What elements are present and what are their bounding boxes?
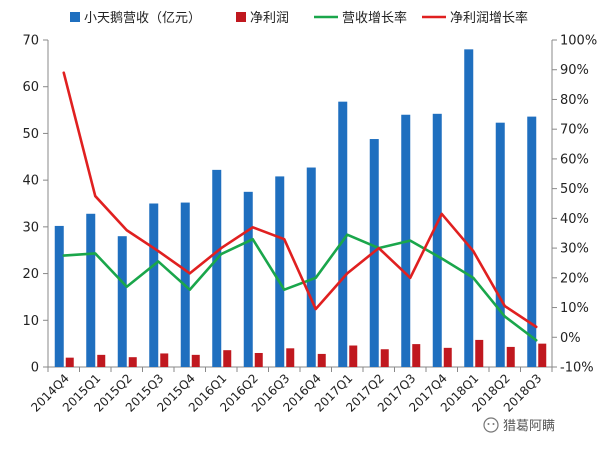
net-profit-bar <box>128 357 137 367</box>
revenue-bar <box>212 169 222 367</box>
wechat-icon-dot <box>487 423 490 425</box>
left-tick-label: 10 <box>22 314 39 329</box>
left-tick-label: 40 <box>22 174 39 189</box>
left-tick-label: 60 <box>22 80 39 95</box>
chart-legend: 小天鹅营收（亿元） 净利润 营收增长率 净利润增长率 <box>70 10 528 26</box>
revenue-bar <box>306 167 316 367</box>
bar-series <box>54 49 547 368</box>
legend-swatch <box>236 12 246 22</box>
watermark: 猎葛阿瞒 <box>483 417 555 434</box>
revenue-bar <box>149 203 159 367</box>
legend-label: 净利润 <box>250 11 289 26</box>
line-series <box>62 71 538 342</box>
revenue-bar <box>495 122 505 367</box>
right-tick-label: 10% <box>560 301 589 316</box>
legend-label: 净利润增长率 <box>450 10 528 26</box>
net-profit-bar <box>191 354 200 367</box>
net-profit-growth-line <box>62 71 538 329</box>
net-profit-bar <box>160 353 169 367</box>
legend-swatch <box>70 12 80 22</box>
right-tick-label: 20% <box>560 271 589 286</box>
left-tick-label: 50 <box>22 127 39 142</box>
revenue-bar <box>527 116 537 368</box>
right-tick-label: 0% <box>560 331 581 346</box>
net-profit-bar <box>538 343 547 367</box>
net-profit-bar <box>443 347 452 367</box>
left-tick-label: 30 <box>22 220 39 235</box>
net-profit-bar <box>223 350 232 367</box>
right-tick-label: 30% <box>560 242 589 257</box>
revenue-growth-line <box>62 233 538 342</box>
left-tick-label: 20 <box>22 267 39 282</box>
net-profit-bar <box>286 348 295 367</box>
revenue-bar <box>464 49 474 367</box>
revenue-bar <box>243 191 253 367</box>
revenue-bar <box>117 236 127 367</box>
left-tick-label: 70 <box>22 34 39 49</box>
right-tick-label: 50% <box>560 182 589 197</box>
right-tick-label: -10% <box>560 361 594 376</box>
revenue-bar <box>275 176 285 367</box>
net-profit-bar <box>380 349 389 367</box>
wechat-icon <box>483 417 499 433</box>
revenue-bar <box>338 101 348 368</box>
right-tick-label: 80% <box>560 93 589 108</box>
net-profit-bar <box>97 354 106 367</box>
net-profit-bar <box>412 344 421 367</box>
net-profit-bar <box>254 352 263 367</box>
revenue-bar <box>432 113 442 368</box>
watermark-text: 猎葛阿瞒 <box>503 419 555 434</box>
net-profit-bar <box>475 339 484 367</box>
right-tick-label: 40% <box>560 212 589 227</box>
wechat-icon-dot <box>492 423 495 425</box>
right-tick-label: 100% <box>560 34 597 49</box>
right-tick-label: 60% <box>560 152 589 167</box>
revenue-bar <box>86 213 96 367</box>
legend-label: 营收增长率 <box>342 10 407 26</box>
net-profit-bar <box>65 357 74 367</box>
revenue-bar <box>54 225 64 367</box>
right-tick-label: 90% <box>560 63 589 78</box>
legend-label: 小天鹅营收（亿元） <box>84 10 201 26</box>
net-profit-bar <box>506 346 515 367</box>
net-profit-bar <box>317 353 326 367</box>
right-tick-label: 70% <box>560 123 589 138</box>
net-profit-bar <box>349 345 358 367</box>
left-tick-label: 0 <box>31 361 39 376</box>
